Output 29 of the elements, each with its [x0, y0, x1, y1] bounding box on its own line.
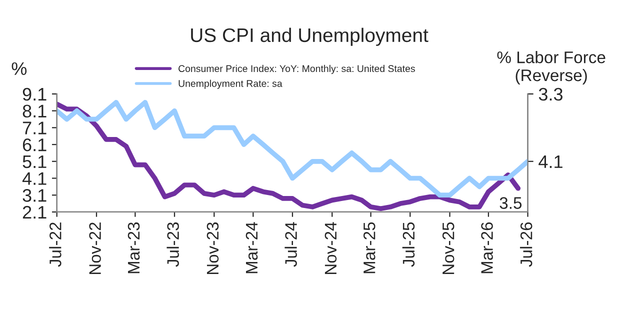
y-tick-label: 8.1 [22, 104, 46, 118]
y-tick-label: 3.1 [22, 189, 46, 202]
y-tick-label: 5.1 [22, 156, 46, 168]
x-tick-label: Jul-22 [49, 222, 62, 267]
x-tick-label: Nov-23 [206, 222, 219, 274]
x-tick-label: Jul-25 [402, 222, 415, 267]
x-tick-label: Nov-25 [442, 222, 454, 274]
legend-label: Unemployment Rate: sa [178, 80, 282, 89]
y2-tick-label: 3.3 [538, 88, 562, 101]
x-tick-label: Jul-24 [284, 222, 297, 267]
y-tick-label: 6.1 [22, 138, 46, 152]
y2-tick-label: 4.1 [538, 156, 562, 168]
y-axis-title: % [12, 62, 27, 75]
chart-title: US CPI and Unemployment [191, 28, 428, 46]
x-tick-label: Jul-23 [166, 222, 179, 267]
y2-axis-title: % Labor Force (Reverse) [497, 51, 606, 84]
y-tick-label: 4.1 [22, 172, 46, 185]
legend-label: Consumer Price Index: YoY: Monthly: sa: United States [178, 64, 415, 74]
y-tick-label: 9.1 [22, 88, 46, 101]
x-tick-label: Mar-25 [363, 222, 376, 274]
x-tick-label: Mar-24 [246, 222, 258, 274]
y-tick-label: 7.1 [22, 122, 46, 134]
x-tick-label: Nov-22 [89, 222, 101, 274]
x-tick-label: Nov-24 [324, 222, 337, 274]
x-tick-label: Mar-23 [128, 222, 140, 274]
annotation: 3.5 [500, 197, 522, 209]
y-tick-label: 2.1 [22, 206, 46, 219]
x-tick-label: Jul-26 [520, 222, 532, 267]
x-tick-label: Mar-26 [481, 222, 493, 274]
